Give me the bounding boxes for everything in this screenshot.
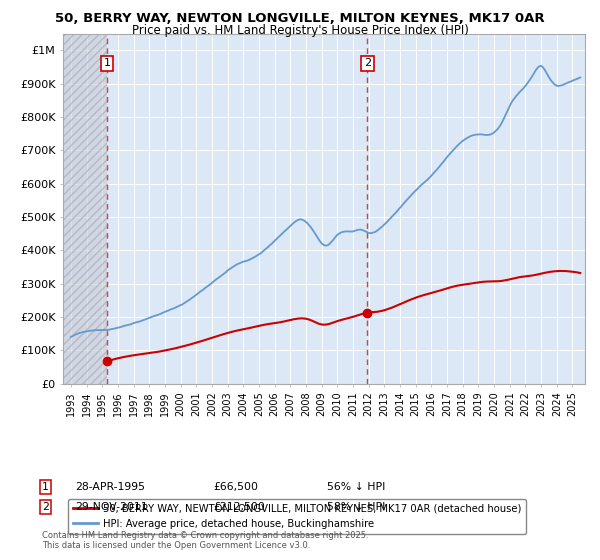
Text: 29-NOV-2011: 29-NOV-2011 (75, 502, 148, 512)
Text: 56% ↓ HPI: 56% ↓ HPI (327, 482, 385, 492)
Text: £66,500: £66,500 (213, 482, 258, 492)
Text: Price paid vs. HM Land Registry's House Price Index (HPI): Price paid vs. HM Land Registry's House … (131, 24, 469, 37)
Legend: 50, BERRY WAY, NEWTON LONGVILLE, MILTON KEYNES, MK17 0AR (detached house), HPI: : 50, BERRY WAY, NEWTON LONGVILLE, MILTON … (68, 499, 526, 534)
Text: £212,500: £212,500 (213, 502, 265, 512)
Bar (63, 34, 107, 384)
Text: 2: 2 (364, 58, 371, 68)
Text: 1: 1 (104, 58, 111, 68)
Text: 1: 1 (42, 482, 49, 492)
Text: 50, BERRY WAY, NEWTON LONGVILLE, MILTON KEYNES, MK17 0AR: 50, BERRY WAY, NEWTON LONGVILLE, MILTON … (55, 12, 545, 25)
Text: Contains HM Land Registry data © Crown copyright and database right 2025.
This d: Contains HM Land Registry data © Crown c… (42, 531, 368, 550)
Text: 28-APR-1995: 28-APR-1995 (75, 482, 145, 492)
Text: 58% ↓ HPI: 58% ↓ HPI (327, 502, 385, 512)
Text: 2: 2 (42, 502, 49, 512)
